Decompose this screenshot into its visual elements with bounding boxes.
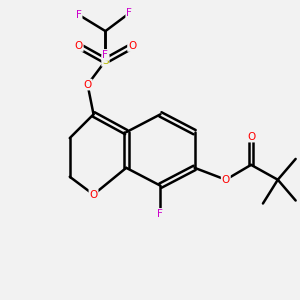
Text: O: O: [247, 132, 255, 142]
Text: S: S: [102, 56, 109, 66]
Text: O: O: [128, 41, 136, 51]
Text: O: O: [83, 80, 92, 90]
Text: O: O: [222, 175, 230, 185]
Text: F: F: [76, 10, 82, 20]
Text: F: F: [158, 209, 163, 219]
Text: F: F: [126, 8, 132, 18]
Text: F: F: [103, 50, 108, 60]
Text: O: O: [89, 190, 98, 200]
Text: O: O: [74, 41, 83, 51]
